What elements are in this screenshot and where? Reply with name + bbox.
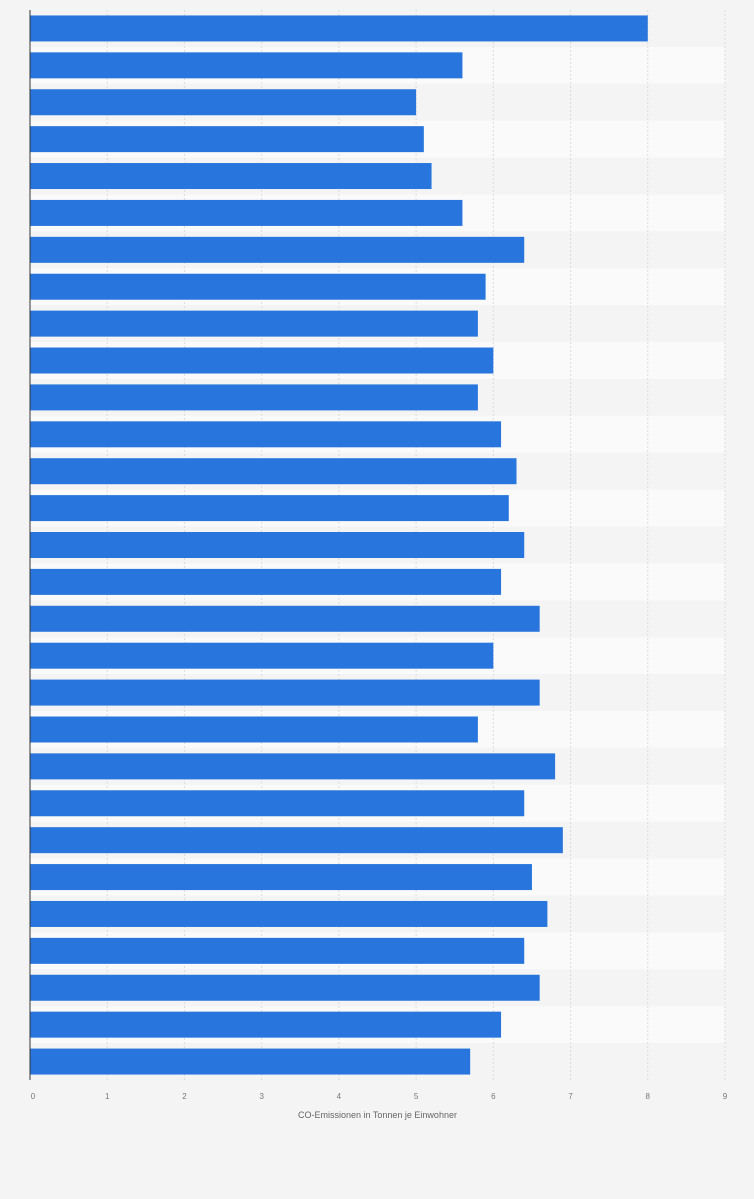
bar[interactable] bbox=[30, 753, 556, 780]
bar[interactable] bbox=[30, 937, 525, 964]
bar[interactable] bbox=[30, 458, 517, 485]
x-tick-label: 6 bbox=[491, 1092, 496, 1101]
x-tick-label: 3 bbox=[259, 1092, 264, 1101]
x-axis-title: CO-Emissionen in Tonnen je Einwohner bbox=[298, 1110, 457, 1120]
bar[interactable] bbox=[30, 347, 494, 374]
x-tick-label: 5 bbox=[414, 1092, 419, 1101]
bar[interactable] bbox=[30, 310, 478, 337]
bar[interactable] bbox=[30, 163, 432, 190]
x-axis-ticks: 0 1 2 3 4 5 6 7 8 9 bbox=[31, 1092, 728, 1101]
bar[interactable] bbox=[30, 1011, 502, 1038]
bar[interactable] bbox=[30, 790, 525, 817]
x-tick-label: 0 bbox=[31, 1092, 36, 1101]
bar[interactable] bbox=[30, 716, 478, 743]
bars bbox=[30, 15, 648, 1075]
bar[interactable] bbox=[30, 827, 563, 854]
bar[interactable] bbox=[30, 568, 502, 595]
bar[interactable] bbox=[30, 1048, 471, 1075]
x-tick-label: 1 bbox=[105, 1092, 110, 1101]
bar[interactable] bbox=[30, 532, 525, 558]
x-tick-label: 8 bbox=[646, 1092, 651, 1101]
bar[interactable] bbox=[30, 864, 532, 891]
bar[interactable] bbox=[30, 642, 494, 669]
bar[interactable] bbox=[30, 900, 548, 927]
bar[interactable] bbox=[30, 495, 509, 522]
bar[interactable] bbox=[30, 974, 540, 1001]
bar[interactable] bbox=[30, 15, 648, 42]
bar[interactable] bbox=[30, 679, 540, 706]
x-tick-label: 2 bbox=[182, 1092, 187, 1101]
bar[interactable] bbox=[30, 605, 540, 632]
x-tick-label: 4 bbox=[337, 1092, 342, 1101]
bar[interactable] bbox=[30, 199, 463, 226]
x-tick-label: 7 bbox=[568, 1092, 573, 1101]
bar[interactable] bbox=[30, 273, 486, 300]
bar[interactable] bbox=[30, 384, 478, 411]
bar[interactable] bbox=[30, 236, 525, 263]
bar[interactable] bbox=[30, 52, 463, 79]
bar[interactable] bbox=[30, 126, 424, 153]
bar[interactable] bbox=[30, 421, 502, 448]
bar[interactable] bbox=[30, 89, 417, 116]
x-tick-label: 9 bbox=[723, 1092, 728, 1101]
